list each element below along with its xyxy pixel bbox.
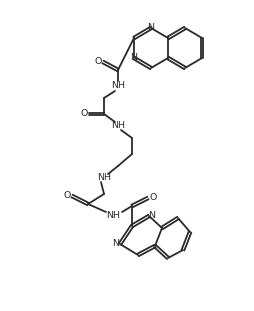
Text: N: N	[149, 211, 155, 220]
Text: O: O	[63, 192, 71, 201]
Text: H: H	[113, 211, 119, 220]
Text: N: N	[131, 53, 137, 63]
Text: NH: NH	[111, 81, 125, 91]
Text: O: O	[94, 58, 102, 67]
Text: N: N	[106, 211, 114, 220]
Text: O: O	[149, 193, 157, 202]
Text: N: N	[113, 239, 119, 248]
Text: NH: NH	[111, 122, 125, 131]
Text: NH: NH	[97, 174, 111, 183]
Text: O: O	[80, 109, 88, 118]
Text: N: N	[148, 24, 154, 33]
